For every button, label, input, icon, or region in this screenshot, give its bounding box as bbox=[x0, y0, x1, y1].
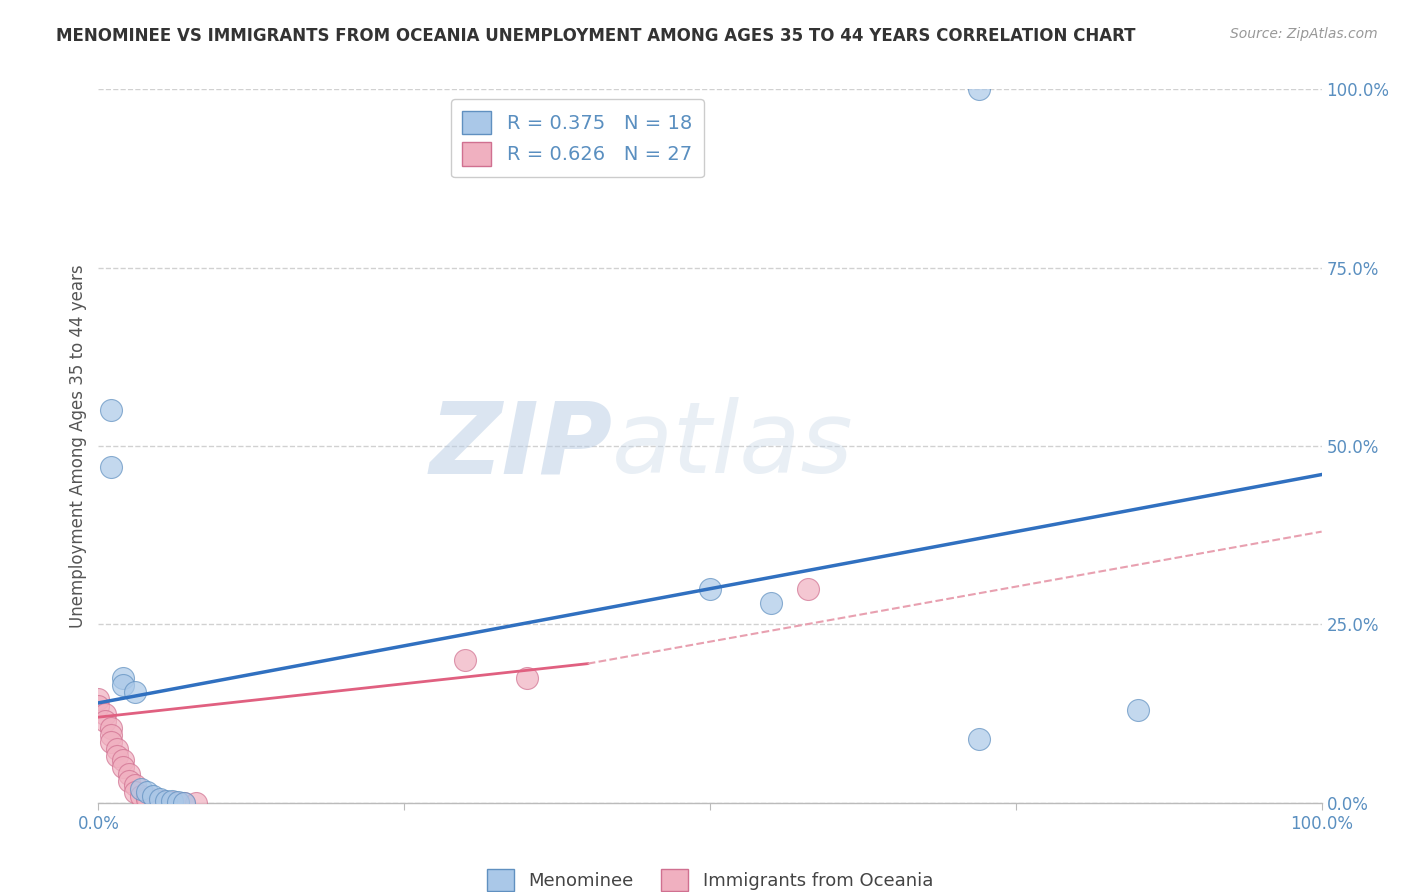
Point bbox=[160, 795, 183, 809]
Point bbox=[118, 774, 141, 789]
Point bbox=[699, 582, 721, 596]
Point bbox=[100, 721, 122, 735]
Point bbox=[136, 792, 159, 806]
Point bbox=[129, 789, 152, 803]
Point bbox=[142, 789, 165, 803]
Point bbox=[124, 685, 146, 699]
Point bbox=[136, 790, 159, 805]
Point bbox=[100, 735, 122, 749]
Point bbox=[93, 714, 115, 728]
Point bbox=[761, 596, 783, 610]
Point bbox=[129, 781, 152, 796]
Point bbox=[87, 692, 110, 706]
Point bbox=[454, 653, 477, 667]
Point bbox=[136, 785, 159, 799]
Point bbox=[149, 794, 172, 808]
Point bbox=[124, 778, 146, 792]
Point bbox=[160, 794, 183, 808]
Legend: Menominee, Immigrants from Oceania: Menominee, Immigrants from Oceania bbox=[479, 862, 941, 892]
Point bbox=[111, 678, 134, 692]
Point bbox=[124, 785, 146, 799]
Point bbox=[149, 794, 172, 808]
Point bbox=[118, 767, 141, 781]
Point bbox=[105, 742, 128, 756]
Point bbox=[167, 795, 190, 809]
Point bbox=[167, 796, 190, 810]
Text: ZIP: ZIP bbox=[429, 398, 612, 494]
Text: atlas: atlas bbox=[612, 398, 853, 494]
Point bbox=[111, 671, 134, 685]
Point bbox=[111, 753, 134, 767]
Point bbox=[1128, 703, 1150, 717]
Point bbox=[515, 671, 537, 685]
Point bbox=[100, 403, 122, 417]
Text: Source: ZipAtlas.com: Source: ZipAtlas.com bbox=[1230, 27, 1378, 41]
Point bbox=[111, 760, 134, 774]
Point bbox=[87, 699, 110, 714]
Point bbox=[797, 582, 820, 596]
Text: MENOMINEE VS IMMIGRANTS FROM OCEANIA UNEMPLOYMENT AMONG AGES 35 TO 44 YEARS CORR: MENOMINEE VS IMMIGRANTS FROM OCEANIA UNE… bbox=[56, 27, 1136, 45]
Point bbox=[186, 796, 208, 810]
Y-axis label: Unemployment Among Ages 35 to 44 years: Unemployment Among Ages 35 to 44 years bbox=[69, 264, 87, 628]
Point bbox=[967, 82, 990, 96]
Point bbox=[100, 460, 122, 475]
Point bbox=[967, 731, 990, 746]
Point bbox=[105, 749, 128, 764]
Point bbox=[149, 792, 172, 806]
Point bbox=[93, 706, 115, 721]
Point bbox=[100, 728, 122, 742]
Point bbox=[173, 796, 195, 810]
Point bbox=[173, 796, 195, 810]
Point bbox=[155, 794, 177, 808]
